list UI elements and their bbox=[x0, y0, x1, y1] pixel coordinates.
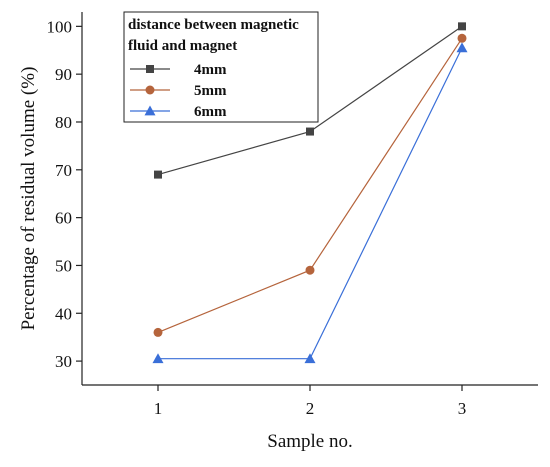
legend-entry-6mm: 6mm bbox=[130, 104, 227, 120]
y-tick-label: 60 bbox=[55, 209, 72, 228]
y-ticks: 30 40 50 60 70 80 90 100 bbox=[47, 17, 82, 371]
y-tick-label: 40 bbox=[55, 304, 72, 323]
data-point-4mm bbox=[154, 170, 162, 179]
data-point-4mm bbox=[458, 22, 466, 31]
data-point-6mm bbox=[152, 353, 164, 364]
legend-label-4mm: 4mm bbox=[194, 62, 227, 78]
legend-title-line1: distance between magnetic bbox=[128, 17, 299, 33]
y-tick-label: 70 bbox=[55, 161, 72, 180]
x-tick-label: 1 bbox=[154, 399, 163, 418]
legend-box bbox=[123, 11, 319, 123]
legend-marker-6mm bbox=[144, 105, 156, 116]
y-tick-label: 90 bbox=[55, 65, 72, 84]
x-tick-label: 2 bbox=[306, 399, 315, 418]
data-point-5mm bbox=[305, 265, 315, 275]
y-tick-label: 80 bbox=[55, 113, 72, 132]
legend-label-5mm: 5mm bbox=[194, 83, 227, 99]
y-tick-label: 50 bbox=[55, 256, 72, 275]
x-tick-label: 3 bbox=[458, 399, 467, 418]
legend: distance between magnetic fluid and magn… bbox=[123, 11, 319, 123]
legend-entry-5mm: 5mm bbox=[130, 83, 227, 99]
data-point-4mm bbox=[306, 127, 314, 136]
y-axis-title: Percentage of residual volume (%) bbox=[18, 67, 39, 331]
x-ticks: 1 2 3 bbox=[154, 385, 467, 418]
plot-area: 30 40 50 60 70 80 90 100 1 2 3 bbox=[47, 12, 538, 418]
series-markers bbox=[152, 22, 468, 364]
data-point-6mm bbox=[304, 353, 316, 364]
data-point-5mm bbox=[457, 33, 467, 43]
legend-title-line2: fluid and magnet bbox=[128, 38, 237, 54]
legend-marker-4mm bbox=[146, 65, 154, 73]
data-point-6mm bbox=[456, 42, 468, 53]
legend-entries: 4mm 5mm 6mm bbox=[130, 62, 227, 120]
legend-marker-5mm bbox=[145, 85, 155, 95]
y-tick-label: 100 bbox=[47, 17, 73, 36]
data-point-5mm bbox=[153, 327, 163, 337]
x-axis-title: Sample no. bbox=[267, 431, 353, 452]
y-tick-label: 30 bbox=[55, 352, 72, 371]
legend-label-6mm: 6mm bbox=[194, 104, 227, 120]
legend-entry-4mm: 4mm bbox=[130, 62, 227, 78]
